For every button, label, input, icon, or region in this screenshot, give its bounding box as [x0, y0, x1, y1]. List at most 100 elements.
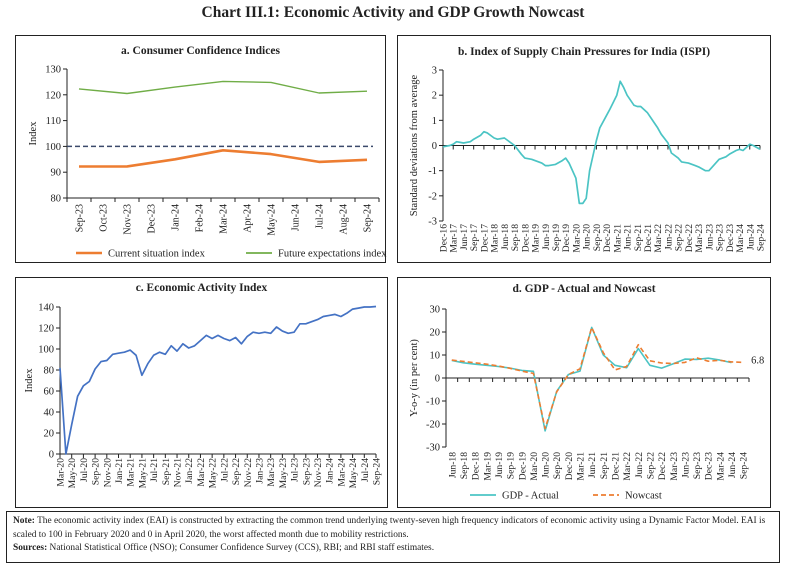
x-tick-label: Jun-22: [663, 224, 674, 250]
x-tick-label: Sep-17: [469, 224, 480, 251]
x-tick-label: Jan-22: [184, 458, 195, 484]
x-tick-label: Nov-22: [243, 458, 254, 488]
x-tick-label: Sep-24: [363, 204, 374, 232]
panel-economic-activity-index: c. Economic Activity Index 0 20 40 60 80 100 1…: [15, 277, 388, 508]
x-tick-label: Jun-24: [727, 452, 738, 478]
x-tick-label: Sep-22: [231, 458, 242, 485]
x-tick-label: Jan-23: [254, 458, 265, 484]
x-tick-label: Jul-24: [360, 458, 371, 482]
legend-label: GDP - Actual: [502, 491, 559, 502]
gdp-nowcast-chart: -30 -20 -10 0 10 20 30 Y-o-y (in per cent) Jun-1…: [409, 305, 764, 502]
y-tick-label: 80: [51, 194, 62, 205]
x-tick-label: Mar-20: [529, 452, 540, 481]
x-tick-label: Jun-18: [500, 224, 511, 250]
series-line-nowcast: [451, 326, 744, 430]
panel-consumer-confidence: a. Consumer Confidence Indices 80 90 100 11…: [15, 35, 387, 263]
series-line-gdp-actual: [451, 326, 732, 432]
x-tick-label: Sep-20: [592, 224, 603, 251]
x-tick-label: Mar-24: [219, 204, 230, 234]
x-tick-label: Dec-23: [147, 204, 158, 233]
y-tick-label: 80: [44, 366, 55, 377]
y-tick-label: 120: [45, 90, 61, 101]
x-tick-label: Mar-22: [653, 224, 664, 253]
series-line-main: [442, 80, 761, 205]
figure-title: Chart III.1: Economic Activity and GDP G…: [201, 4, 585, 21]
panel-title: b. Index of Supply Chain Pressures for I…: [457, 46, 711, 58]
x-tick-label: May-24: [267, 204, 278, 236]
x-tick-label: Mar-17: [449, 224, 460, 253]
x-tick-label: Dec-18: [471, 452, 482, 480]
x-tick-label: Dec-21: [610, 452, 621, 480]
x-tick-label: May-23: [278, 458, 289, 489]
series-line-future-expectations-index: [78, 80, 368, 95]
x-tick-label: Dec-18: [520, 224, 531, 252]
y-tick-label: 90: [51, 168, 62, 179]
x-tick-label: Mar-21: [126, 458, 137, 487]
y-tick-label: 60: [44, 387, 55, 398]
x-tick-label: Mar-24: [336, 458, 347, 487]
x-tick-label: Dec-20: [602, 224, 613, 252]
y-axis-label: Y-o-y (in per cent): [409, 339, 420, 417]
y-tick-label: -3: [428, 217, 437, 228]
y-tick-label: 140: [38, 303, 54, 314]
y-tick-label: 0: [435, 374, 440, 385]
y-tick-label: 2: [432, 91, 437, 102]
x-tick-label: Dec-19: [517, 452, 528, 480]
x-tick-label: Aug-24: [339, 204, 350, 235]
x-tick-label: Jun-19: [541, 224, 552, 250]
note-text: The economic activity index (EAI) is con…: [13, 516, 766, 540]
consumer-confidence-chart: 80 90 100 110 120 130 Index Sep-23 Oct-23 Nov-23 D…: [28, 65, 387, 260]
x-tick-label: Dec-22: [684, 224, 695, 252]
x-tick-label: Nov-23: [123, 204, 134, 235]
note-label: Note:: [13, 516, 35, 526]
x-tick-label: Sep-23: [75, 204, 86, 232]
y-axis-label: Index: [28, 121, 39, 146]
x-tick-label: Jun-19: [494, 452, 505, 478]
x-tick-label: Sep-24: [756, 224, 767, 251]
y-tick-label: -1: [428, 166, 437, 177]
y-tick-label: 3: [432, 66, 437, 77]
x-tick-label: Jun-18: [447, 452, 458, 478]
x-tick-label: Jun-17: [459, 224, 470, 250]
panel-gdp-nowcast: d. GDP - Actual and Nowcast -30 -20 -10 0 10…: [397, 277, 771, 508]
x-tick-label: Sep-21: [161, 458, 172, 485]
x-tick-label: Sep-18: [510, 224, 521, 251]
x-tick-label: Dec-16: [439, 224, 450, 252]
x-tick-label: May-22: [208, 458, 219, 489]
legend-label: Future expectations index: [278, 249, 387, 260]
y-tick-label: 100: [38, 345, 54, 356]
panel-title: a. Consumer Confidence Indices: [121, 45, 280, 57]
x-tick-label: Jun-20: [582, 224, 593, 250]
sources-label: Sources:: [13, 543, 48, 553]
ispi-chart: -3 -2 -1 0 1 2 3 Standard deviations from avera…: [409, 66, 767, 253]
y-tick-label: 10: [430, 351, 441, 362]
x-tick-label: May-21: [137, 458, 148, 489]
x-tick-label: Sep-23: [715, 224, 726, 251]
y-axis-label: Standard deviations from average: [409, 74, 420, 216]
x-tick-label: Mar-23: [669, 452, 680, 481]
x-tick-label: Oct-23: [99, 204, 110, 232]
x-tick-label: Jun-20: [541, 452, 552, 478]
x-tick-label: Mar-22: [196, 458, 207, 487]
x-tick-label: Mar-24: [715, 452, 726, 481]
y-tick-label: 30: [430, 305, 441, 316]
x-tick-label: Sep-19: [506, 452, 517, 479]
panel-title: d. GDP - Actual and Nowcast: [512, 283, 656, 295]
x-tick-label: Mar-24: [735, 224, 746, 253]
x-tick-label: Dec-22: [657, 452, 668, 480]
x-tick-label: Nov-20: [102, 458, 113, 488]
x-tick-label: Sep-23: [692, 452, 703, 479]
sources-text: National Statistical Office (NSO); Consu…: [49, 543, 435, 553]
x-tick-label: Nov-21: [173, 458, 184, 488]
x-tick-label: Jun-24: [745, 224, 756, 250]
x-tick-label: Sep-19: [551, 224, 562, 251]
x-tick-label: Mar-23: [694, 224, 705, 253]
x-tick-label: Sep-24: [739, 452, 750, 479]
legend-label: Current situation index: [108, 249, 206, 260]
x-tick-label: Mar-23: [266, 458, 277, 487]
x-tick-label: Mar-21: [576, 452, 587, 481]
x-tick-label: Mar-22: [622, 452, 633, 481]
x-tick-label: Sep-18: [459, 452, 470, 479]
x-tick-label: Mar-20: [571, 224, 582, 253]
note-box: Note: The economic activity index (EAI) …: [6, 511, 780, 563]
